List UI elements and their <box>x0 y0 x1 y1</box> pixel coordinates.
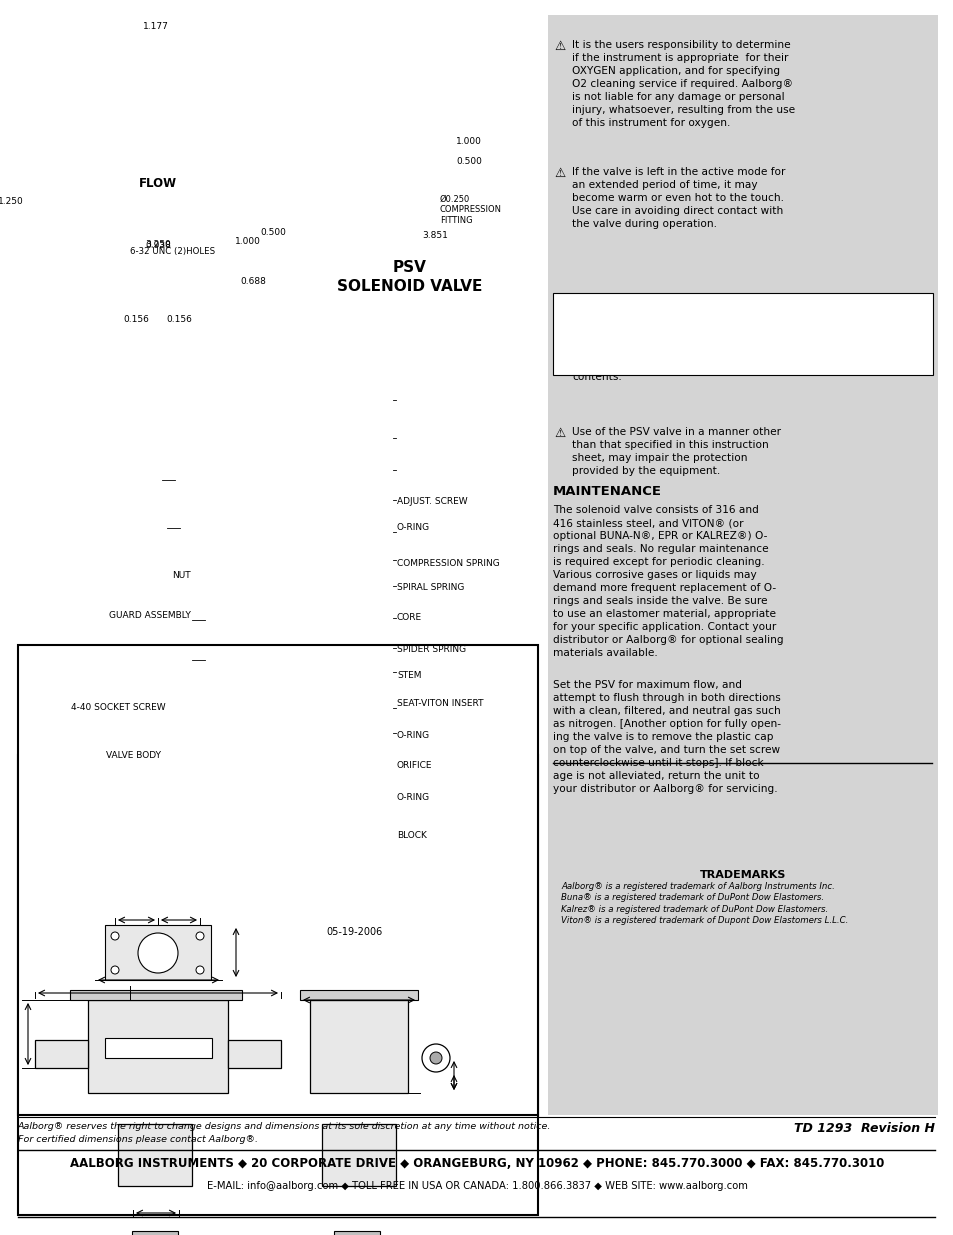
Text: BLOCK: BLOCK <box>396 830 426 840</box>
Circle shape <box>138 932 178 973</box>
Text: Set the PSV for maximum flow, and
attempt to flush through in both directions
wi: Set the PSV for maximum flow, and attemp… <box>553 680 781 794</box>
Bar <box>118 1124 192 1186</box>
Text: O-RING: O-RING <box>396 793 430 802</box>
Circle shape <box>111 966 119 974</box>
Text: ⚠: ⚠ <box>554 167 565 180</box>
Text: To protect servicing personnel it is
mandatory that any instrument being
service: To protect servicing personnel it is man… <box>572 308 773 382</box>
Bar <box>299 990 417 1000</box>
Text: The solenoid valve consists of 316 and
416 stainless steel, and VITON® (or
optio: The solenoid valve consists of 316 and 4… <box>553 505 782 658</box>
Text: 4-40 SOCKET SCREW: 4-40 SOCKET SCREW <box>71 703 166 711</box>
Circle shape <box>430 1052 441 1065</box>
Text: It is the users responsibility to determine
if the instrument is appropriate  fo: It is the users responsibility to determ… <box>572 40 794 128</box>
Text: PSV
SOLENOID VALVE: PSV SOLENOID VALVE <box>337 261 482 294</box>
Text: ⚠: ⚠ <box>554 427 565 440</box>
Circle shape <box>195 966 204 974</box>
Text: CORE: CORE <box>396 613 421 621</box>
Text: 3.250: 3.250 <box>145 240 171 249</box>
Text: 1.000: 1.000 <box>234 237 260 246</box>
Text: COMPRESSION SPRING: COMPRESSION SPRING <box>396 558 499 568</box>
Bar <box>35 1040 88 1068</box>
Bar <box>18 755 537 1215</box>
Text: 1.000: 1.000 <box>456 137 481 147</box>
Text: 05-19-2006: 05-19-2006 <box>327 927 383 937</box>
Bar <box>334 1231 379 1235</box>
Text: 3.851: 3.851 <box>421 231 447 240</box>
Text: Use of the PSV valve in a manner other
than that specified in this instruction
s: Use of the PSV valve in a manner other t… <box>572 427 781 477</box>
Text: ⚠: ⚠ <box>554 40 565 53</box>
Text: For certified dimensions please contact Aalborg®.: For certified dimensions please contact … <box>18 1135 257 1144</box>
Text: SPIRAL SPRING: SPIRAL SPRING <box>396 583 464 592</box>
Circle shape <box>195 932 204 940</box>
Text: FLOW: FLOW <box>139 177 177 190</box>
Bar <box>547 15 937 1115</box>
Text: 0.156: 0.156 <box>166 315 192 324</box>
Bar <box>322 1124 395 1186</box>
Text: GUARD ASSEMBLY: GUARD ASSEMBLY <box>109 610 191 620</box>
Text: E-MAIL: info@aalborg.com ◆ TOLL FREE IN USA OR CANADA: 1.800.866.3837 ◆ WEB SITE: E-MAIL: info@aalborg.com ◆ TOLL FREE IN … <box>207 1181 746 1191</box>
Text: Ø0.250
COMPRESSION
FITTING: Ø0.250 COMPRESSION FITTING <box>439 195 501 225</box>
Text: VALVE BODY: VALVE BODY <box>106 751 161 760</box>
Text: 0.938: 0.938 <box>145 241 171 249</box>
Text: MAINTENANCE: MAINTENANCE <box>553 485 661 498</box>
Bar <box>70 990 242 1000</box>
Text: SPIDER SPRING: SPIDER SPRING <box>396 645 466 653</box>
Text: 0.688: 0.688 <box>240 278 266 287</box>
Text: Aalborg® reserves the right to change designs and dimensions at its sole discret: Aalborg® reserves the right to change de… <box>18 1123 551 1131</box>
Bar <box>105 1037 212 1058</box>
Text: 1.250: 1.250 <box>0 196 24 205</box>
Text: 0.500: 0.500 <box>260 228 286 237</box>
Text: 0.500: 0.500 <box>456 158 481 167</box>
Text: STEM: STEM <box>396 671 421 679</box>
Bar <box>18 645 537 1115</box>
Text: ORIFICE: ORIFICE <box>396 761 432 769</box>
Circle shape <box>421 1044 450 1072</box>
Text: TD 1293  Revision H: TD 1293 Revision H <box>793 1123 934 1135</box>
Bar <box>228 1040 281 1068</box>
Text: TRADEMARKS: TRADEMARKS <box>700 869 785 881</box>
Text: NUT: NUT <box>172 571 191 579</box>
Circle shape <box>111 932 119 940</box>
Text: 0.156: 0.156 <box>123 315 149 324</box>
Bar <box>553 293 932 375</box>
Text: Aalborg® is a registered trademark of Aalborg Instruments Inc.
Buna® is a regist: Aalborg® is a registered trademark of Aa… <box>560 882 847 925</box>
Text: ⚠: ⚠ <box>554 308 565 320</box>
Bar <box>132 1231 178 1235</box>
Text: AALBORG INSTRUMENTS ◆ 20 CORPORATE DRIVE ◆ ORANGEBURG, NY 10962 ◆ PHONE: 845.770: AALBORG INSTRUMENTS ◆ 20 CORPORATE DRIVE… <box>70 1157 883 1170</box>
Text: ADJUST. SCREW: ADJUST. SCREW <box>396 498 467 506</box>
Text: O-RING: O-RING <box>396 522 430 531</box>
Text: If the valve is left in the active mode for
an extended period of time, it may
b: If the valve is left in the active mode … <box>572 167 784 230</box>
Text: SEAT-VITON INSERT: SEAT-VITON INSERT <box>396 699 483 708</box>
Text: 1.177: 1.177 <box>143 22 169 31</box>
Text: O-RING: O-RING <box>396 730 430 740</box>
Text: 6-32 UNC (2)HOLES: 6-32 UNC (2)HOLES <box>130 247 214 256</box>
Bar <box>310 1000 408 1093</box>
Bar <box>105 925 211 981</box>
Bar <box>88 1000 228 1093</box>
